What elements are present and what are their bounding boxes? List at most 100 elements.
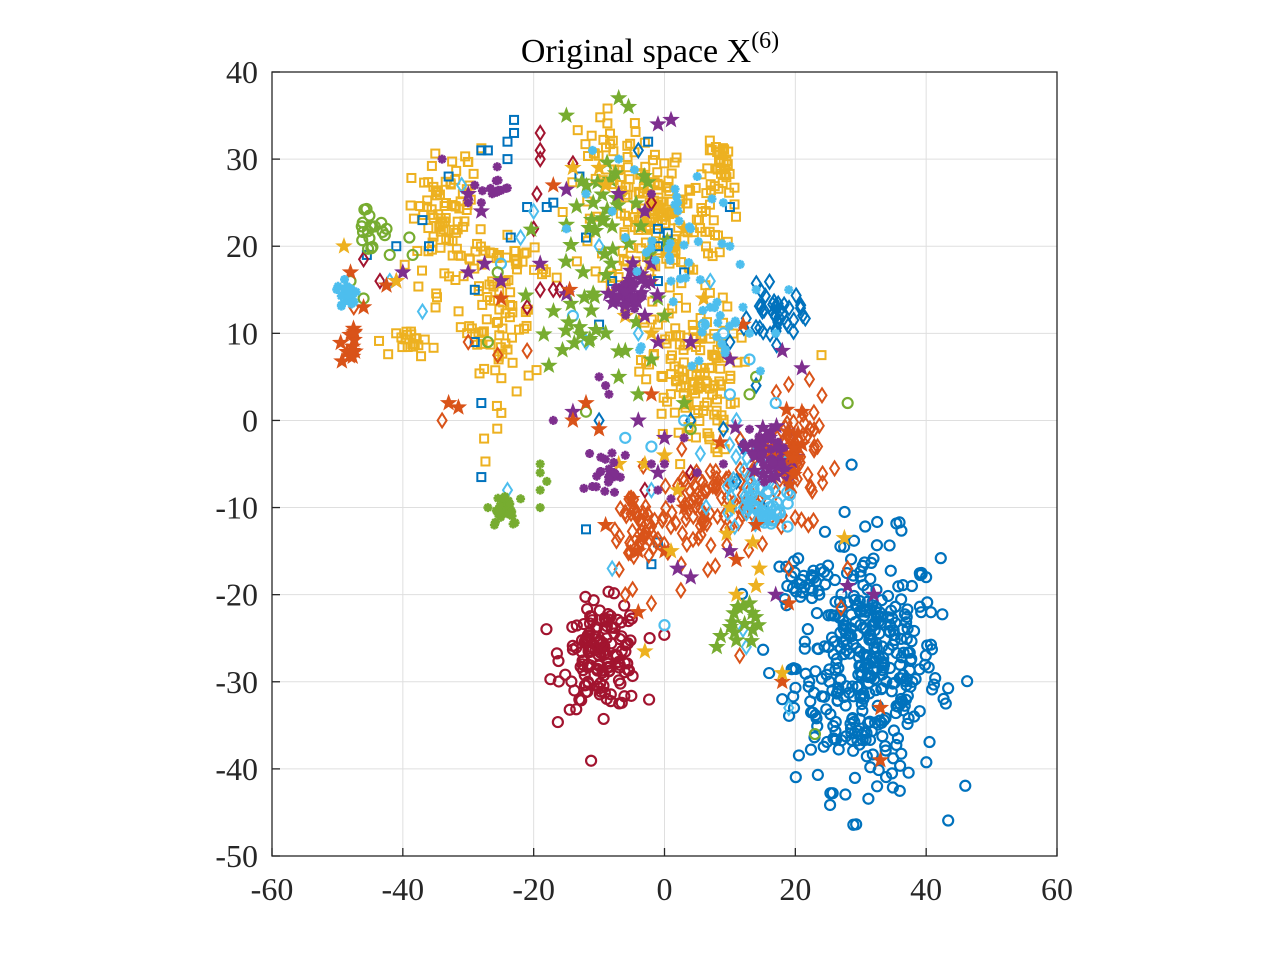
square-point bbox=[659, 158, 670, 169]
circle-point bbox=[570, 619, 583, 632]
circle-point bbox=[803, 675, 816, 688]
star-point bbox=[865, 585, 883, 603]
x-tick-label: 0 bbox=[657, 871, 673, 907]
square-point bbox=[431, 288, 442, 299]
circle-point bbox=[893, 516, 906, 529]
circle-point bbox=[881, 589, 895, 603]
star-point bbox=[711, 626, 730, 644]
star-point bbox=[682, 332, 700, 350]
diamond-point bbox=[491, 346, 504, 364]
asterisk-point bbox=[630, 279, 640, 289]
asterisk-point bbox=[686, 224, 696, 234]
circle-point bbox=[552, 675, 565, 688]
circle-point bbox=[605, 621, 619, 634]
square-point bbox=[717, 292, 728, 303]
circle-point bbox=[864, 602, 877, 615]
circle-point bbox=[886, 677, 899, 690]
circle-point bbox=[642, 693, 656, 706]
diamond-point bbox=[688, 488, 700, 507]
diamond-point bbox=[742, 541, 755, 559]
circle-point bbox=[568, 684, 581, 697]
asterisk-point bbox=[679, 240, 689, 250]
square-point bbox=[581, 524, 591, 535]
star-point bbox=[475, 254, 494, 272]
circle-point bbox=[723, 388, 737, 401]
star-point bbox=[606, 164, 625, 181]
diamond-point bbox=[750, 376, 762, 395]
square-point bbox=[529, 264, 540, 275]
asterisk-point bbox=[725, 241, 735, 251]
star-point bbox=[596, 515, 615, 533]
square-point bbox=[710, 443, 721, 454]
diamond-point bbox=[534, 124, 546, 142]
square-point bbox=[675, 382, 686, 393]
asterisk-point bbox=[585, 449, 595, 458]
star-point bbox=[871, 698, 890, 716]
circle-point bbox=[759, 511, 773, 524]
circle-point bbox=[894, 632, 908, 646]
diamond-point bbox=[659, 477, 672, 495]
square-point bbox=[704, 145, 715, 156]
y-tick-label: -50 bbox=[215, 838, 258, 874]
square-point bbox=[670, 323, 681, 334]
circle-point bbox=[884, 564, 897, 577]
star-point bbox=[597, 265, 616, 283]
circle-point bbox=[886, 781, 899, 794]
square-point bbox=[690, 182, 701, 193]
circle-point bbox=[900, 610, 913, 624]
diamond-point bbox=[702, 560, 714, 579]
star-point bbox=[580, 218, 598, 236]
circle-point bbox=[613, 697, 626, 710]
circle-point bbox=[923, 735, 936, 749]
circle-point bbox=[750, 500, 763, 513]
square-point bbox=[455, 322, 466, 333]
chart-title-main: Original space X bbox=[521, 33, 751, 70]
square-point bbox=[453, 306, 464, 317]
square-point bbox=[424, 241, 434, 252]
square-point bbox=[430, 302, 441, 313]
circle-point bbox=[604, 609, 617, 623]
diamond-point bbox=[803, 370, 816, 389]
diamond-point bbox=[626, 522, 639, 541]
circle-point bbox=[790, 585, 803, 598]
asterisk-point bbox=[773, 437, 783, 447]
circle-point bbox=[882, 611, 895, 624]
circle-point bbox=[798, 642, 811, 655]
circle-point bbox=[594, 677, 607, 690]
diamond-point bbox=[738, 460, 750, 479]
circle-point bbox=[808, 727, 822, 741]
circle-point bbox=[872, 718, 885, 731]
star-point bbox=[459, 263, 478, 280]
star-point bbox=[585, 287, 604, 305]
square-point bbox=[391, 241, 402, 252]
asterisk-point bbox=[717, 339, 727, 349]
asterisk-point bbox=[674, 216, 684, 226]
square-point bbox=[476, 145, 487, 156]
x-tick-label: -40 bbox=[382, 871, 425, 907]
diamond-point bbox=[670, 514, 682, 532]
star-point bbox=[871, 751, 890, 768]
y-tick-label: 40 bbox=[226, 54, 258, 90]
asterisk-point bbox=[673, 198, 683, 208]
asterisk-point bbox=[343, 286, 353, 296]
star-point bbox=[581, 329, 599, 347]
square-point bbox=[497, 348, 508, 359]
asterisk-point bbox=[492, 162, 502, 172]
square-point bbox=[520, 307, 531, 318]
star-point bbox=[642, 350, 661, 367]
diamond-point bbox=[695, 525, 707, 544]
diamond-point bbox=[606, 559, 618, 578]
diamond-point bbox=[730, 447, 742, 466]
asterisk-point bbox=[777, 459, 787, 469]
circle-point bbox=[896, 579, 909, 592]
circle-point bbox=[827, 719, 840, 733]
square-point bbox=[523, 370, 534, 381]
asterisk-point bbox=[604, 389, 614, 399]
circle-point bbox=[934, 552, 947, 565]
circle-point bbox=[925, 643, 939, 656]
diamond-point bbox=[835, 598, 847, 617]
circle-point bbox=[888, 633, 901, 647]
square-point bbox=[428, 231, 439, 242]
circle-point bbox=[607, 587, 621, 600]
star-point bbox=[544, 175, 563, 193]
